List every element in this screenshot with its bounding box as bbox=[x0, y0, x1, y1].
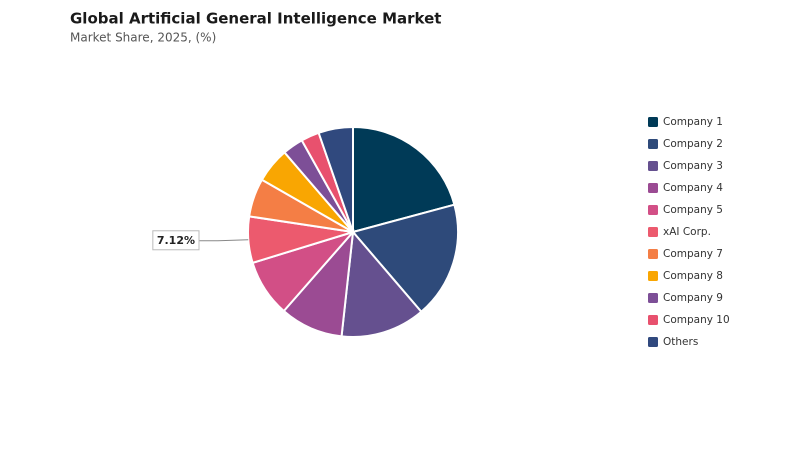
legend-label: Company 7 bbox=[663, 248, 723, 260]
legend-label: Others bbox=[663, 336, 698, 348]
legend-label: xAI Corp. bbox=[663, 226, 711, 238]
legend-swatch bbox=[648, 337, 658, 347]
pie-slice bbox=[352, 125, 456, 234]
legend-label: Company 3 bbox=[663, 160, 723, 172]
chart-title: Global Artificial General Intelligence M… bbox=[70, 10, 441, 28]
legend-swatch bbox=[648, 293, 658, 303]
legend-label: Company 4 bbox=[663, 182, 723, 194]
legend-label: Company 9 bbox=[663, 292, 723, 304]
legend-swatch bbox=[648, 183, 658, 193]
legend-label: Company 10 bbox=[663, 314, 730, 326]
pie-slice bbox=[317, 125, 354, 233]
legend-swatch bbox=[648, 315, 658, 325]
legend-swatch bbox=[648, 205, 658, 215]
legend-label: Company 1 bbox=[663, 116, 723, 128]
legend-swatch bbox=[648, 227, 658, 237]
data-label-box bbox=[152, 230, 200, 251]
leader-line bbox=[198, 239, 249, 242]
chart-subtitle: Market Share, 2025, (%) bbox=[70, 31, 216, 45]
data-label: 7.12% bbox=[157, 234, 195, 247]
pie-slice bbox=[340, 229, 423, 338]
legend-label: Company 5 bbox=[663, 204, 723, 216]
legend-swatch bbox=[648, 117, 658, 127]
legend-swatch bbox=[648, 161, 658, 171]
legend-label: Company 8 bbox=[663, 270, 723, 282]
pie-slice bbox=[351, 203, 459, 314]
legend-swatch bbox=[648, 249, 658, 259]
legend-swatch bbox=[648, 271, 658, 281]
legend-swatch bbox=[648, 139, 658, 149]
legend-label: Company 2 bbox=[663, 138, 723, 150]
